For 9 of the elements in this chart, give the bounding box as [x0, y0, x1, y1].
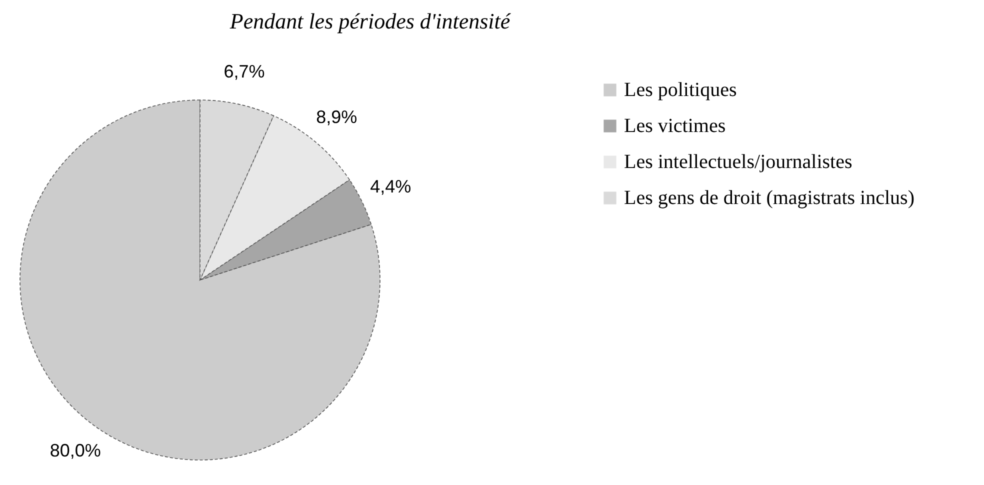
legend-label: Les politiques — [624, 79, 737, 101]
data-label: 6,7% — [224, 62, 265, 82]
data-label: 80,0% — [50, 440, 101, 461]
chart-title: Pendant les périodes d'intensité — [228, 8, 512, 34]
data-label: 8,9% — [316, 106, 358, 127]
legend-label: Les gens de droit (magistrats inclus) — [624, 187, 914, 209]
data-label: 4,4% — [370, 176, 412, 196]
legend-label: Les victimes — [624, 115, 726, 137]
legend-label: Les intellectuels/journalistes — [624, 151, 852, 173]
